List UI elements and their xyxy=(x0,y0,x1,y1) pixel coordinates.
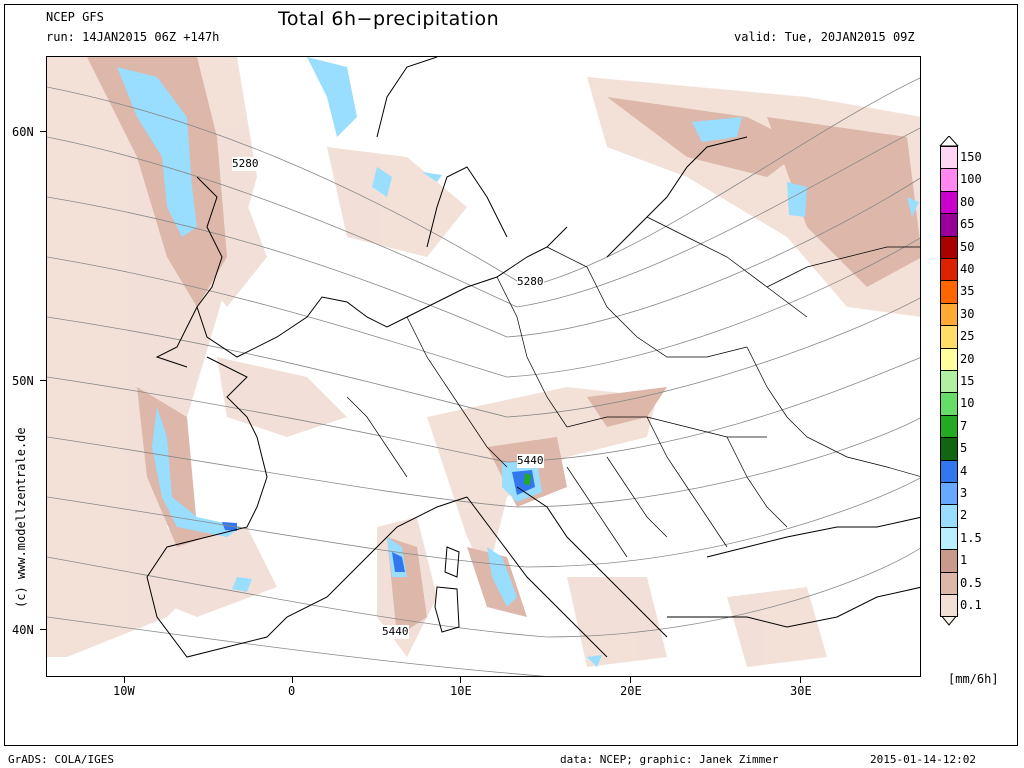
legend-swatch-35 xyxy=(940,280,958,304)
contour-label-5280-central: 5280 xyxy=(517,275,544,289)
lon-label-20e: 20E xyxy=(620,684,642,698)
footer-credit: data: NCEP; graphic: Janek Zimmer xyxy=(560,753,779,766)
legend-swatch-15 xyxy=(940,370,958,394)
legend-swatch-40 xyxy=(940,258,958,282)
footer-timestamp: 2015-01-14-12:02 xyxy=(870,753,976,766)
lat-tick-40n xyxy=(40,629,46,630)
map-title: Total 6h−precipitation xyxy=(278,8,500,30)
legend-swatch-10 xyxy=(940,392,958,416)
lon-label-30e: 30E xyxy=(790,684,812,698)
legend-swatch-0_5 xyxy=(940,571,958,595)
legend-label-100: 100 xyxy=(960,172,982,187)
contour-label-5280-west: 5280 xyxy=(232,157,259,171)
lon-tick-10w xyxy=(124,677,125,683)
legend-label-0_5: 0.5 xyxy=(960,575,982,590)
legend-label-5: 5 xyxy=(960,441,968,456)
legend-label-0_1: 0.1 xyxy=(960,598,982,612)
footer-grads: GrADS: COLA/IGES xyxy=(8,753,114,766)
legend-label-40: 40 xyxy=(960,262,975,276)
watermark: (c) www.modellzentrale.de xyxy=(14,427,28,608)
legend-label-50: 50 xyxy=(960,239,975,254)
lon-label-0: 0 xyxy=(288,684,296,698)
lat-label-50n: 50N xyxy=(12,374,34,388)
coastlines xyxy=(146,57,920,658)
legend-label-15: 15 xyxy=(960,374,975,388)
lon-label-10w: 10W xyxy=(113,684,135,698)
legend-swatch-25 xyxy=(940,325,958,349)
legend-label-4: 4 xyxy=(960,463,968,478)
lat-tick-50n xyxy=(40,380,46,381)
contour-label-5440-alps: 5440 xyxy=(517,454,544,468)
legend-swatch-80 xyxy=(940,190,958,215)
legend-unit: [mm/6h] xyxy=(948,672,999,686)
plot-frame xyxy=(4,4,1018,746)
legend-swatch-150 xyxy=(940,146,958,170)
lat-label-40n: 40N xyxy=(12,623,34,637)
legend-label-20: 20 xyxy=(960,351,975,366)
legend-label-7: 7 xyxy=(960,418,968,433)
legend-swatch-0_1 xyxy=(940,594,958,618)
legend-swatch-50 xyxy=(940,235,958,259)
legend-swatch-3 xyxy=(940,482,958,506)
island-sardinia-corsica xyxy=(434,546,460,633)
lat-label-60n: 60N xyxy=(12,125,34,139)
legend-label-30: 30 xyxy=(960,306,975,321)
lat-tick-60n xyxy=(40,131,46,132)
contour-label-5440-south: 5440 xyxy=(382,625,409,639)
legend-label-1_5: 1.5 xyxy=(960,530,982,545)
precip-green-spot xyxy=(524,473,531,485)
contour-lines xyxy=(47,77,920,676)
lon-tick-10e xyxy=(460,677,461,683)
legend-label-1: 1 xyxy=(960,553,968,568)
precipitation-map: 5280 5280 5440 5440 xyxy=(46,56,921,677)
legend-label-3: 3 xyxy=(960,486,968,500)
lon-tick-20e xyxy=(630,677,631,683)
legend-swatch-5 xyxy=(940,437,958,461)
legend-label-150: 150 xyxy=(960,150,982,164)
legend-label-80: 80 xyxy=(960,194,975,209)
legend-swatch-100 xyxy=(940,168,958,192)
lon-label-10e: 10E xyxy=(450,684,472,698)
run-info: run: 14JAN2015 06Z +147h xyxy=(46,30,220,44)
legend-label-2: 2 xyxy=(960,508,968,523)
legend-swatch-20 xyxy=(940,347,958,371)
lon-tick-0 xyxy=(292,677,293,683)
legend-label-35: 35 xyxy=(960,284,975,299)
legend-label-10: 10 xyxy=(960,396,975,411)
legend-label-65: 65 xyxy=(960,217,975,232)
legend-swatch-7 xyxy=(940,414,958,439)
model-name: NCEP GFS xyxy=(46,10,104,24)
legend-swatch-30 xyxy=(940,302,958,327)
valid-time: valid: Tue, 20JAN2015 09Z xyxy=(734,30,915,44)
legend-swatch-65 xyxy=(940,213,958,237)
map-canvas xyxy=(47,57,920,676)
legend-label-25: 25 xyxy=(960,329,975,344)
legend-swatch-2 xyxy=(940,504,958,528)
legend-top-arrow xyxy=(939,136,959,146)
legend-swatch-1 xyxy=(940,549,958,573)
lon-tick-30e xyxy=(800,677,801,683)
legend-swatch-4 xyxy=(940,459,958,483)
legend-swatch-1_5 xyxy=(940,526,958,551)
country-borders xyxy=(346,216,920,558)
